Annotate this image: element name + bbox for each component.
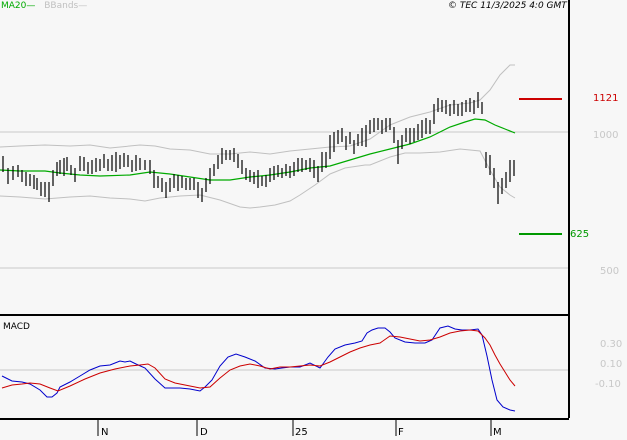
legend-bbands: BBands xyxy=(44,1,79,11)
signal-line xyxy=(1,329,516,392)
macd-line xyxy=(1,325,516,412)
y-label-500: 500 xyxy=(600,266,620,277)
x-label-dec: D xyxy=(200,427,208,438)
legend-bbands-swatch: — xyxy=(78,1,88,11)
bbands-upper-line xyxy=(0,64,515,155)
support-label: 625 xyxy=(570,229,590,240)
x-label-mar: M xyxy=(493,427,502,438)
macd-y-label-030: 0.30 xyxy=(600,339,623,350)
legend-ma20: MA20 xyxy=(1,1,27,11)
chart-legend: MA20— BBands— xyxy=(1,1,87,11)
x-label-feb: F xyxy=(398,427,404,438)
copyright-timestamp: © TEC 11/3/2025 4:0 GMT xyxy=(448,1,567,11)
legend-ma20-swatch: — xyxy=(26,1,36,11)
x-label-2025: 25 xyxy=(295,427,308,438)
bbands-lower-line xyxy=(0,148,516,209)
resistance-label: 1121 xyxy=(593,93,619,104)
y-label-1000: 1000 xyxy=(593,130,619,141)
macd-y-label-010: 0.10 xyxy=(600,359,623,370)
price-bars xyxy=(2,92,515,204)
x-label-nov: N xyxy=(101,427,109,438)
macd-y-label-neg010: -0.10 xyxy=(595,379,621,390)
macd-title: MACD xyxy=(3,322,30,332)
